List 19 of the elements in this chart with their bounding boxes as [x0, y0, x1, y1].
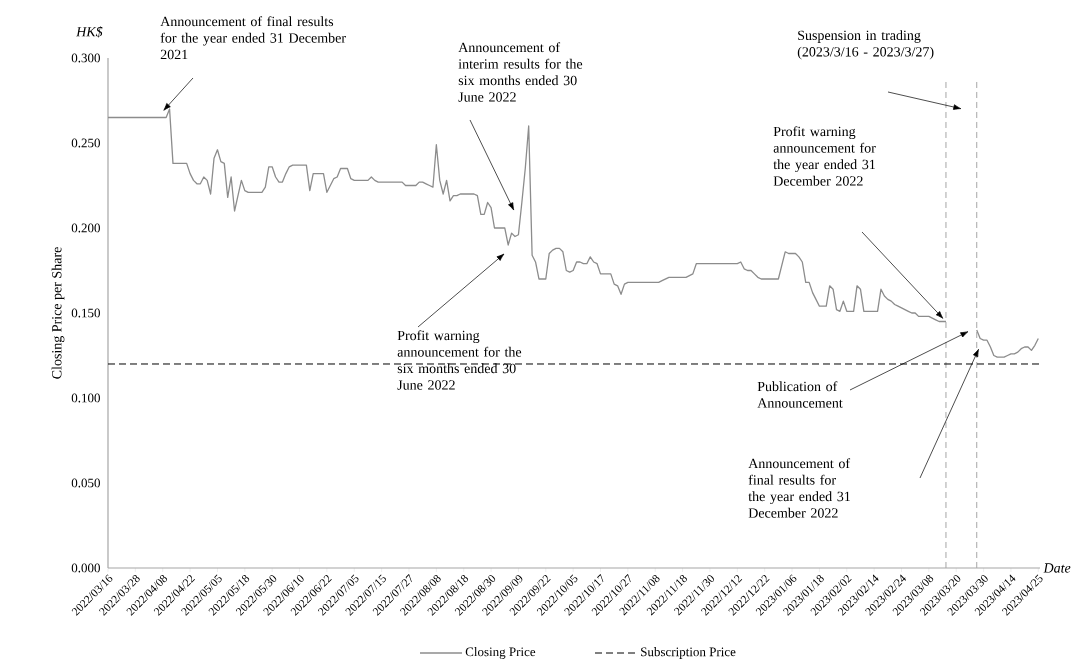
y-axis-title: Closing Price per Share: [51, 247, 65, 379]
legend-label: Subscription Price: [641, 647, 736, 659]
annotation: Announcement of final results for the year ended 31 December 2022: [748, 458, 851, 518]
annotation: Profit warning announcement for the year ended 31 December 2022: [773, 126, 876, 186]
annotation: Announcement of final results for the year ended 31 December 2021: [160, 16, 346, 60]
x-axis-title: Date: [1043, 563, 1071, 573]
y-tick-label: 0.100: [71, 393, 100, 403]
y-tick-label: 0.200: [71, 223, 100, 233]
annotation: Profit warning announcement for the six months ended 30 June 2022: [397, 330, 522, 390]
annotation: Suspension in trading (2023/3/16 - 2023/3/27): [797, 30, 934, 60]
legend-label: Closing Price: [465, 647, 536, 659]
y-tick-label: 0.150: [71, 308, 100, 318]
y-tick-label: 0.000: [71, 563, 100, 573]
text: HK$: [76, 26, 103, 38]
y-tick-label: 0.050: [71, 478, 100, 488]
y-tick-label: 0.300: [71, 53, 100, 63]
annotation: Publication of Announcement: [757, 381, 843, 408]
y-tick-label: 0.250: [71, 138, 100, 148]
annotation: Announcement of interim results for the six months ended 30 June 2022: [458, 42, 583, 102]
